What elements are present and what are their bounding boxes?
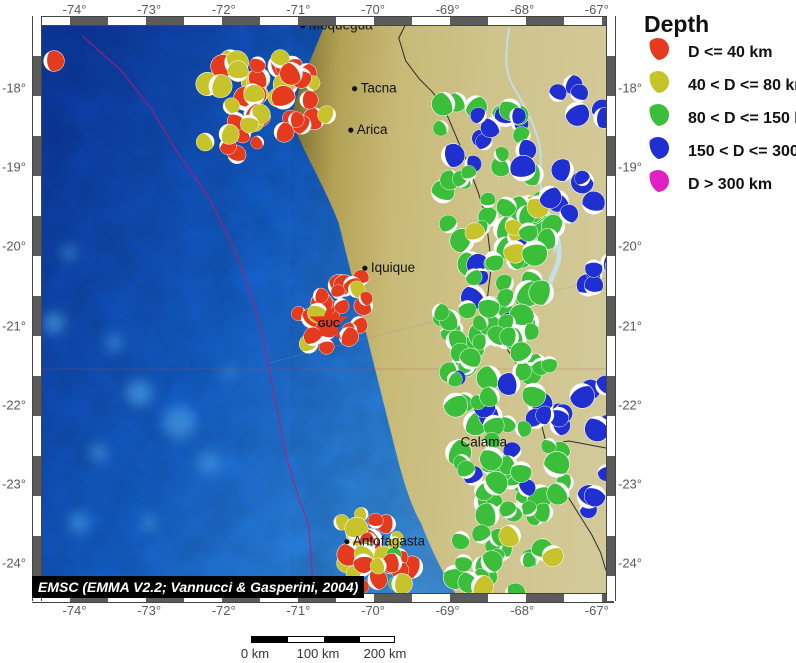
svg-text:GUC: GUC <box>318 319 340 330</box>
svg-text:Calama: Calama <box>461 435 508 450</box>
svg-text:Arica: Arica <box>357 122 388 137</box>
svg-text:Antofagasta: Antofagasta <box>353 534 426 549</box>
svg-text:Tacna: Tacna <box>361 81 398 96</box>
svg-text:Iquique: Iquique <box>371 260 415 275</box>
